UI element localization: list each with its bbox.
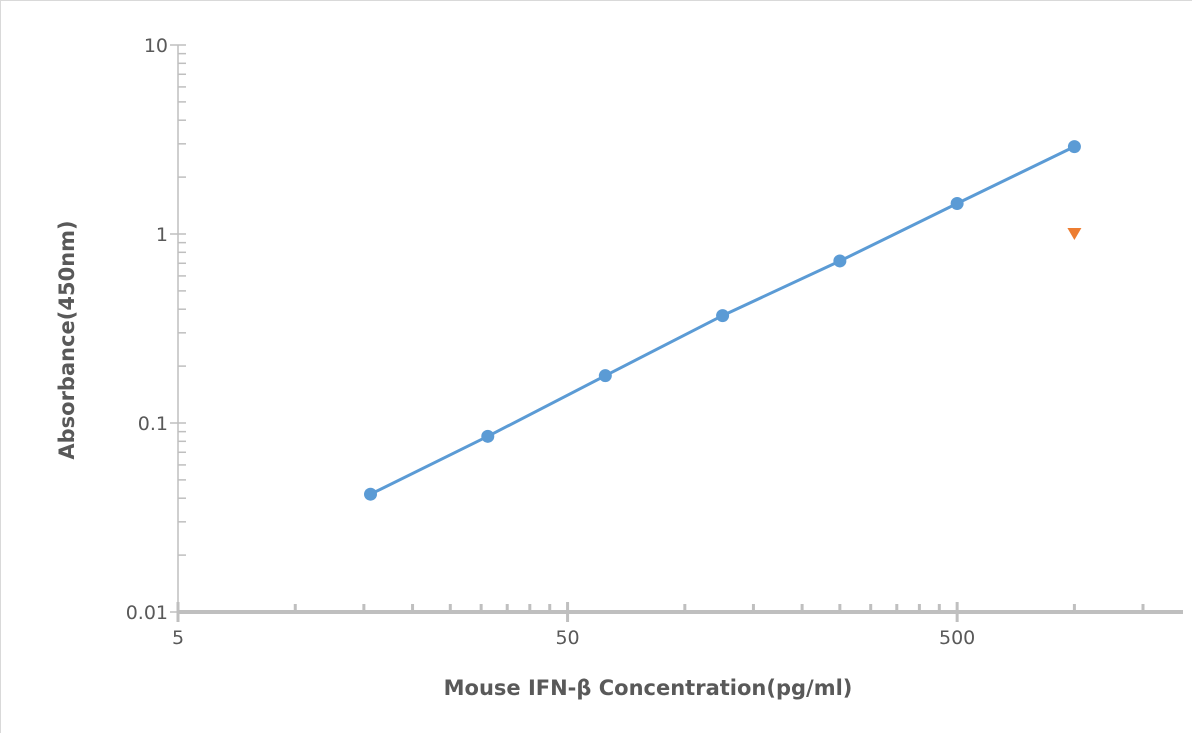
x-tick-label: 5 xyxy=(172,627,184,649)
data-point xyxy=(833,254,847,268)
y-tick-label: 10 xyxy=(144,35,168,57)
data-point-triangle xyxy=(1067,228,1082,240)
series-layer xyxy=(364,140,1082,501)
data-point xyxy=(364,487,378,501)
x-axis-title: Mouse IFN-β Concentration(pg/ml) xyxy=(444,676,853,700)
data-point xyxy=(598,369,612,383)
y-axis-title: Absorbance(450nm) xyxy=(55,220,79,459)
x-tick-label: 50 xyxy=(555,627,579,649)
data-point xyxy=(1067,140,1081,154)
x-tick-label: 500 xyxy=(939,627,975,649)
y-tick-label: 1 xyxy=(156,224,168,246)
axes-layer xyxy=(177,45,1183,614)
ticks-layer: 0.01 0.1 1 10 5 50 500 xyxy=(126,35,1145,649)
data-point xyxy=(950,197,964,211)
data-point xyxy=(716,309,730,323)
y-tick-label: 0.1 xyxy=(138,413,168,435)
data-point xyxy=(481,429,495,443)
y-tick-label: 0.01 xyxy=(126,602,168,624)
